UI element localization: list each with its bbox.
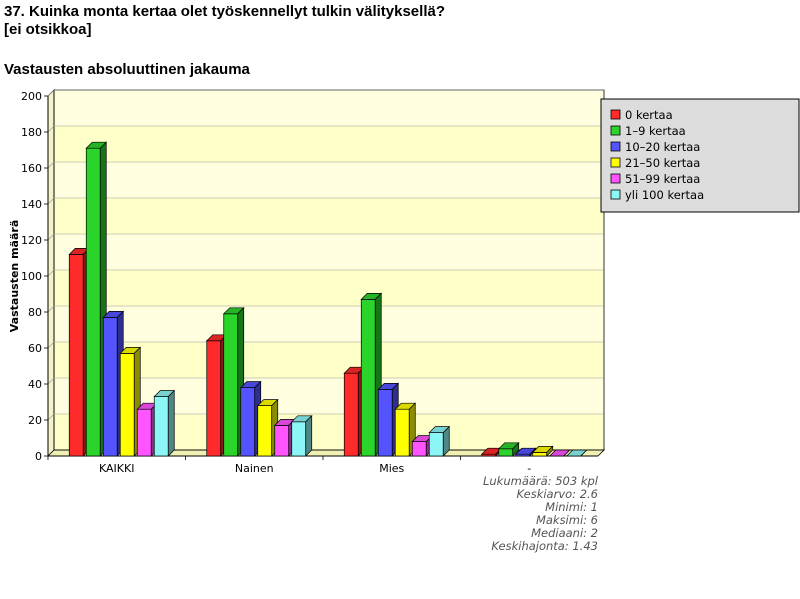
bar [360, 292, 383, 457]
y-tick-label: 100 [21, 270, 42, 283]
bar-side [512, 441, 520, 457]
x-tick-label: - [527, 462, 531, 475]
grid-line [47, 89, 55, 97]
y-tick-label: 200 [21, 90, 42, 103]
legend-entry: 51–99 kertaa [625, 172, 700, 186]
bar [497, 441, 520, 457]
grid-line [47, 197, 55, 205]
stat-line: Maksimi: 6 [536, 513, 598, 527]
bar-front [223, 313, 239, 457]
x-tick-label: KAIKKI [99, 462, 134, 475]
bar [394, 402, 417, 457]
bar-front [102, 317, 118, 457]
grid-line [47, 125, 55, 133]
plot-band [54, 90, 604, 126]
y-tick-label: 40 [28, 378, 42, 391]
y-axis-label: Vastausten määrä [8, 220, 21, 332]
bar-front [206, 340, 222, 457]
bar [153, 389, 176, 457]
bar-front [119, 353, 135, 457]
bar-front [68, 254, 84, 457]
bar-side [305, 414, 313, 457]
bar-front [257, 405, 273, 457]
plot-band [54, 162, 604, 198]
bar-side [167, 389, 175, 457]
grid-line [47, 233, 55, 241]
grid-line [47, 341, 55, 349]
question-title: 37. Kuinka monta kertaa olet työskennell… [4, 3, 445, 20]
legend: 0 kertaa 1–9 kertaa 10–20 kertaa 21–50 kert… [600, 98, 800, 213]
bar [548, 449, 571, 457]
stat-line: Keskihajonta: 1.43 [491, 539, 598, 553]
x-tick-label: Nainen [235, 462, 274, 475]
legend-entry: 1–9 kertaa [625, 124, 686, 138]
bar-front [394, 408, 410, 457]
bar-side [563, 449, 570, 457]
y-tick-label: 160 [21, 162, 42, 175]
bar-front [153, 396, 169, 457]
bar-front [85, 147, 101, 457]
legend-swatch [610, 189, 621, 200]
bar [565, 449, 588, 457]
legend-swatch [610, 173, 621, 184]
axis-labels: 0 20 40 60 80 100 120 140 160 180 200 Vastausten mä… [8, 90, 531, 475]
bar-front [377, 389, 393, 457]
x-tick-label: Mies [379, 462, 404, 475]
bar-front [498, 448, 514, 457]
legend-swatch [610, 141, 621, 152]
bars [68, 141, 588, 457]
legend-box [600, 98, 800, 213]
y-tick-label: 20 [28, 414, 42, 427]
stat-line: Lukumäärä: 503 kpl [483, 474, 599, 488]
stat-line: Minimi: 1 [545, 500, 598, 514]
grid-line [47, 377, 55, 385]
plot-band [54, 306, 604, 342]
legend-entry: 10–20 kertaa [625, 140, 700, 154]
y-tick-label: 60 [28, 342, 42, 355]
grid-lines [47, 89, 604, 421]
legend-swatch [610, 125, 621, 136]
stat-line: Keskiarvo: 2.6 [517, 487, 599, 501]
chart-heading: Vastausten absoluuttinen jakauma [4, 61, 250, 78]
y-tick-label: 120 [21, 234, 42, 247]
plot-band [54, 270, 604, 306]
y-tick-label: 140 [21, 198, 42, 211]
bar-front [274, 425, 290, 457]
question-subheading: [ei otsikkoa] [4, 21, 92, 38]
bar [222, 306, 245, 457]
bar-side [442, 425, 450, 457]
bar-side [580, 449, 587, 457]
bar-front [136, 408, 152, 457]
legend-entry: 21–50 kertaa [625, 156, 700, 170]
grid-line [47, 305, 55, 313]
bar-front [291, 421, 307, 457]
bar [428, 425, 451, 457]
plot-band [54, 126, 604, 162]
plot-band [54, 342, 604, 378]
bar-front [240, 387, 256, 457]
grid-line [47, 413, 55, 421]
bar [290, 414, 313, 457]
bar-front [428, 432, 444, 457]
bar-front [360, 299, 376, 457]
y-tick-label: 80 [28, 306, 42, 319]
legend-swatch [610, 157, 621, 168]
bar-front [411, 441, 427, 457]
bar-side [546, 445, 554, 457]
y-tick-label: 0 [35, 450, 42, 463]
bar-front [532, 452, 548, 457]
plot-band [54, 234, 604, 270]
legend-entry: 0 kertaa [625, 108, 673, 122]
plot-band [54, 198, 604, 234]
legend-swatch [610, 109, 621, 120]
y-tick-label: 180 [21, 126, 42, 139]
bar-front [343, 372, 359, 457]
bar [531, 445, 554, 457]
stat-line: Mediaani: 2 [531, 526, 598, 540]
legend-entry: yli 100 kertaa [625, 188, 704, 202]
grid-line [47, 161, 55, 169]
grid-line [47, 269, 55, 277]
